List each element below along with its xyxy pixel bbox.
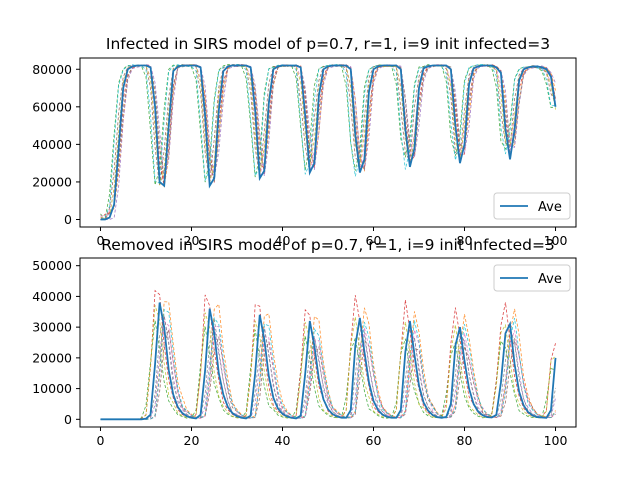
removed-y-tick-label: 20000: [32, 350, 72, 365]
removed-run-line-3: [100, 289, 556, 420]
infected-legend: Ave: [493, 192, 571, 220]
infected-axes-frame: [79, 57, 577, 228]
removed-x-tick-label: 0: [97, 433, 105, 448]
removed-run-line-6: [100, 320, 556, 420]
infected-y-tick-label: 20000: [32, 174, 72, 189]
removed-x-tick-label: 40: [275, 433, 291, 448]
removed-y-axis: 0 10000 20000 30000 40000 50000: [32, 258, 80, 427]
removed-chart-title: Removed in SIRS model of p=0.7, r=1, i=9…: [101, 236, 555, 254]
infected-legend-box: [493, 192, 571, 220]
infected-y-tick-label: 40000: [32, 137, 72, 152]
removed-run-line-2: [100, 320, 556, 420]
infected-x-tick-label: 20: [184, 233, 200, 248]
removed-average-line: [100, 302, 557, 421]
infected-x-tick-label: 80: [457, 233, 473, 248]
removed-run-line-7: [100, 315, 556, 420]
removed-legend-label: Ave: [538, 272, 562, 287]
removed-axes-frame: [79, 257, 577, 428]
removed-y-tick-label: 10000: [32, 381, 72, 396]
infected-x-tick-label: 40: [275, 233, 291, 248]
removed-y-tick-label: 0: [64, 412, 72, 427]
infected-x-tick-label: 60: [366, 233, 382, 248]
removed-y-tick-label: 40000: [32, 289, 72, 304]
infected-legend-label: Ave: [538, 200, 562, 215]
infected-x-tick-label: 100: [544, 233, 568, 248]
infected-y-tick-label: 60000: [32, 99, 72, 114]
removed-x-tick-label: 20: [184, 433, 200, 448]
infected-y-tick-label: 80000: [32, 62, 72, 77]
removed-run-line-1: [100, 301, 556, 420]
removed-run-line-9: [100, 308, 556, 420]
infected-chart-title: Infected in SIRS model of p=0.7, r=1, i=…: [106, 35, 550, 53]
removed-plot-area: [100, 289, 557, 421]
removed-x-tick-label: 80: [457, 433, 473, 448]
infected-chart: Infected in SIRS model of p=0.7, r=1, i=…: [32, 35, 577, 248]
infected-y-tick-label: 0: [64, 212, 72, 227]
removed-y-tick-label: 30000: [32, 320, 72, 335]
removed-x-tick-label: 60: [366, 433, 382, 448]
infected-x-tick-label: 0: [97, 233, 105, 248]
infected-plot-area: [100, 64, 557, 221]
removed-y-tick-label: 50000: [32, 258, 72, 273]
removed-x-tick-label: 100: [544, 433, 568, 448]
infected-run-line-4: [100, 64, 556, 220]
infected-x-axis: 0 20 40 60 80 100: [97, 227, 568, 248]
infected-y-axis: 0 20000 40000 60000 80000: [32, 62, 80, 227]
infected-average-line: [100, 64, 557, 221]
removed-legend-box: [493, 264, 571, 292]
removed-x-axis: 0 20 40 60 80 100: [97, 427, 568, 448]
removed-run-line-8: [100, 305, 556, 420]
removed-chart: Removed in SIRS model of p=0.7, r=1, i=9…: [32, 236, 577, 448]
removed-legend: Ave: [493, 264, 571, 292]
